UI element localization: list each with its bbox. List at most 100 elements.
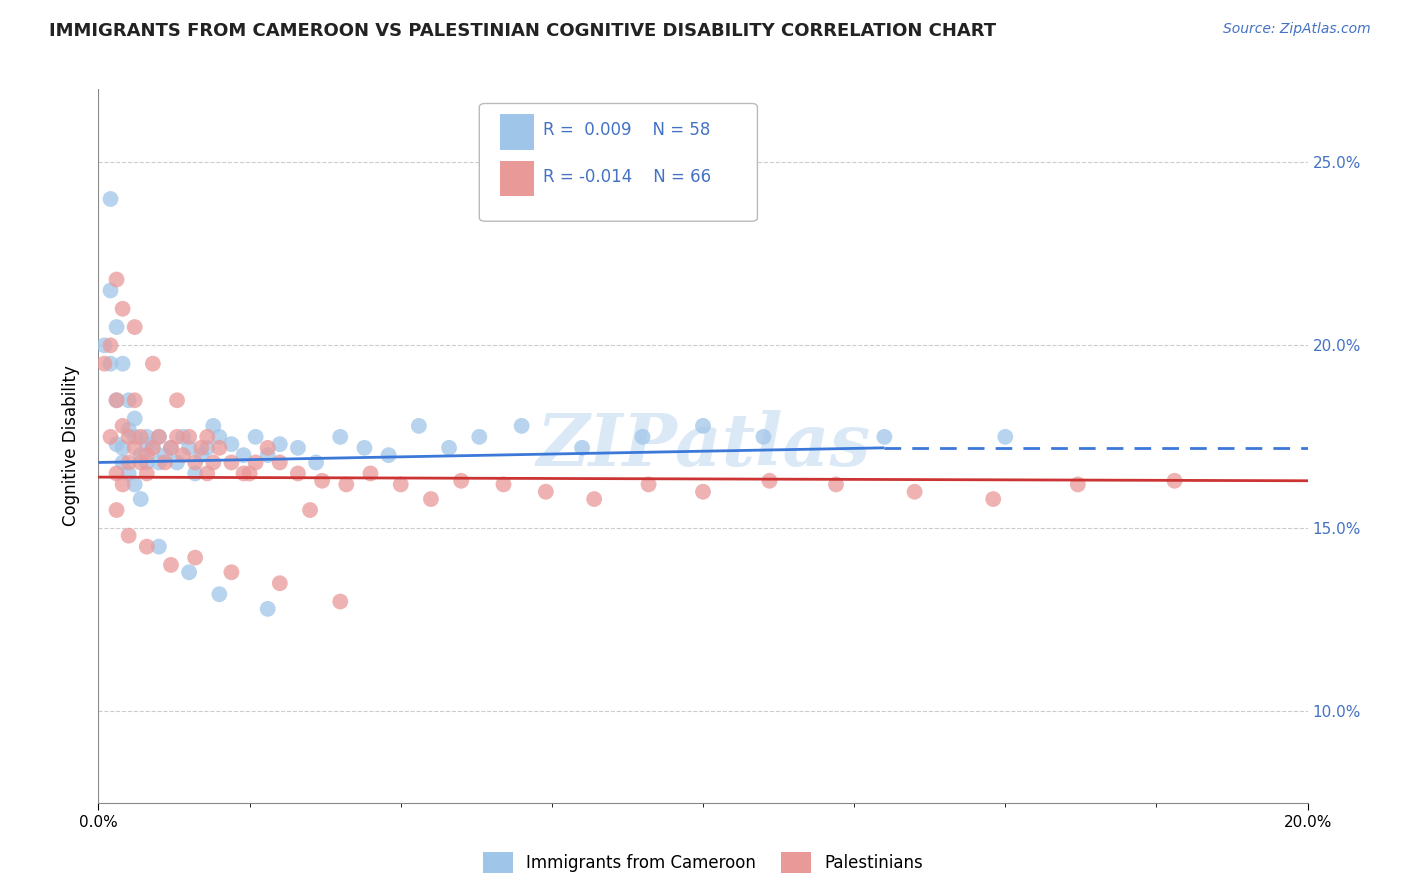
Point <box>135 455 157 469</box>
Point <box>256 602 278 616</box>
Point <box>160 558 183 572</box>
Y-axis label: Cognitive Disability: Cognitive Disability <box>62 366 80 526</box>
Point <box>269 437 291 451</box>
Text: IMMIGRANTS FROM CAMEROON VS PALESTINIAN COGNITIVE DISABILITY CORRELATION CHART: IMMIGRANTS FROM CAMEROON VS PALESTINIAN … <box>49 22 997 40</box>
Point <box>1067 477 1090 491</box>
Point <box>124 393 146 408</box>
Point <box>637 477 659 491</box>
Point <box>100 338 122 352</box>
Point <box>299 503 322 517</box>
Point <box>221 566 243 580</box>
Point <box>420 491 443 506</box>
Point <box>758 474 780 488</box>
Point <box>160 441 183 455</box>
Point <box>256 441 278 455</box>
Point <box>111 357 134 371</box>
Point <box>105 437 128 451</box>
Point <box>135 540 157 554</box>
Point <box>172 448 194 462</box>
Point <box>129 448 152 462</box>
Point <box>105 503 128 517</box>
Point <box>129 455 152 469</box>
Point <box>239 467 262 481</box>
Point <box>166 430 188 444</box>
Point <box>583 491 606 506</box>
Point <box>111 455 134 469</box>
Point <box>111 441 134 455</box>
Point <box>118 423 141 437</box>
Point <box>124 430 146 444</box>
Point <box>534 484 557 499</box>
Point <box>166 455 188 469</box>
Point <box>118 430 141 444</box>
Point <box>202 418 225 433</box>
Point <box>221 437 243 451</box>
Point <box>142 357 165 371</box>
Point <box>100 192 122 206</box>
Point <box>118 393 141 408</box>
Point <box>118 529 141 543</box>
Point <box>190 448 212 462</box>
Point <box>105 393 128 408</box>
Point <box>142 441 165 455</box>
Point <box>631 430 654 444</box>
Point <box>335 477 357 491</box>
Point <box>389 477 412 491</box>
Point <box>135 467 157 481</box>
Point <box>172 430 194 444</box>
Point <box>184 550 207 565</box>
Point <box>105 320 128 334</box>
Point <box>184 467 207 481</box>
Point <box>245 430 267 444</box>
Point <box>232 448 254 462</box>
Point <box>124 477 146 491</box>
Point <box>571 441 593 455</box>
Point <box>111 418 134 433</box>
Point <box>311 474 333 488</box>
Point <box>825 477 848 491</box>
Point <box>105 393 128 408</box>
Point <box>129 430 152 444</box>
Text: Source: ZipAtlas.com: Source: ZipAtlas.com <box>1223 22 1371 37</box>
Point <box>360 467 382 481</box>
Point <box>111 477 134 491</box>
Point <box>202 455 225 469</box>
Point <box>994 430 1017 444</box>
Point <box>179 430 201 444</box>
Point <box>135 448 157 462</box>
Point <box>148 430 170 444</box>
Point <box>135 430 157 444</box>
Point <box>221 455 243 469</box>
Point <box>873 430 896 444</box>
Point <box>142 441 165 455</box>
Point <box>904 484 927 499</box>
Point <box>153 448 176 462</box>
Point <box>269 576 291 591</box>
Point <box>195 441 218 455</box>
Point <box>160 441 183 455</box>
Bar <box>501 114 534 150</box>
Point <box>256 448 278 462</box>
Point <box>492 477 515 491</box>
Point <box>100 284 122 298</box>
Point <box>468 430 491 444</box>
Point <box>179 566 201 580</box>
FancyBboxPatch shape <box>479 103 758 221</box>
Point <box>752 430 775 444</box>
Point <box>981 491 1004 506</box>
Point <box>208 430 231 444</box>
Point <box>111 301 134 316</box>
Point <box>124 320 146 334</box>
Point <box>124 411 146 425</box>
Legend: Immigrants from Cameroon, Palestinians: Immigrants from Cameroon, Palestinians <box>477 846 929 880</box>
Point <box>105 467 128 481</box>
Point <box>208 441 231 455</box>
Point <box>232 467 254 481</box>
Point <box>179 441 201 455</box>
Text: ZIPatlas: ZIPatlas <box>536 410 870 482</box>
Point <box>329 594 352 608</box>
Text: R =  0.009    N = 58: R = 0.009 N = 58 <box>543 121 711 139</box>
Point <box>377 448 399 462</box>
Point <box>166 393 188 408</box>
Point <box>269 455 291 469</box>
